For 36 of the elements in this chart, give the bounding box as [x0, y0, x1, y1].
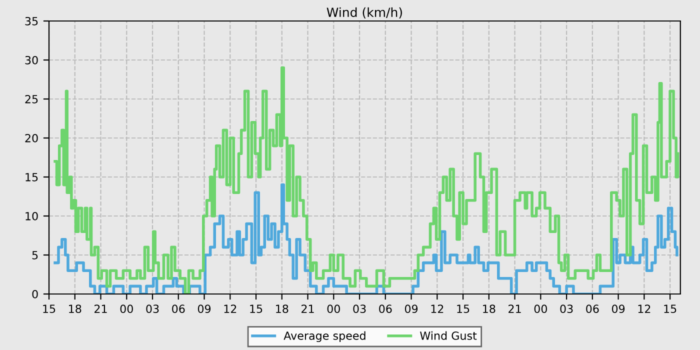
x-tick-label: 21	[508, 304, 521, 313]
x-tick-label: 12	[638, 304, 650, 313]
x-tick-label: 18	[483, 304, 496, 314]
x-tick-label: 12	[224, 304, 236, 313]
x-tick-label: 12	[431, 304, 444, 313]
legend-label: Wind Gust	[420, 331, 477, 340]
y-tick-label: 5	[32, 251, 38, 260]
x-tick-label: 15	[250, 304, 262, 314]
legend-label: Average speed	[284, 331, 366, 342]
y-tick-label: 25	[25, 94, 38, 104]
x-tick-label: 03	[353, 304, 366, 314]
x-tick-label: 18	[69, 304, 82, 314]
x-tick-label: 09	[612, 304, 625, 314]
x-tick-label: 00	[327, 304, 340, 314]
x-tick-label: 09	[404, 304, 418, 314]
x-tick-label: 03	[146, 304, 159, 314]
chart-title: Wind (km/h)	[326, 7, 402, 18]
x-tick-label: 06	[379, 304, 392, 314]
x-tick-label: 15	[457, 304, 470, 314]
x-tick-label: 00	[534, 304, 547, 314]
y-tick-label: 30	[25, 56, 38, 64]
x-tick-label: 21	[94, 304, 107, 313]
x-tick-label: 09	[198, 304, 211, 314]
x-tick-label: 21	[302, 304, 314, 313]
y-tick-label: 10	[26, 212, 38, 220]
y-tick-label: 0	[32, 290, 38, 298]
x-tick-label: 15	[43, 304, 56, 314]
y-tick-label: 35	[25, 16, 38, 26]
x-tick-label: 15	[664, 304, 676, 314]
x-tick-label: 06	[172, 304, 185, 314]
y-tick-label: 15	[26, 173, 38, 182]
x-tick-label: 03	[560, 304, 573, 314]
y-tick-label: 20	[25, 134, 38, 142]
x-tick-label: 18	[276, 304, 288, 314]
x-tick-label: 00	[120, 304, 133, 314]
x-tick-label: 06	[586, 304, 599, 314]
